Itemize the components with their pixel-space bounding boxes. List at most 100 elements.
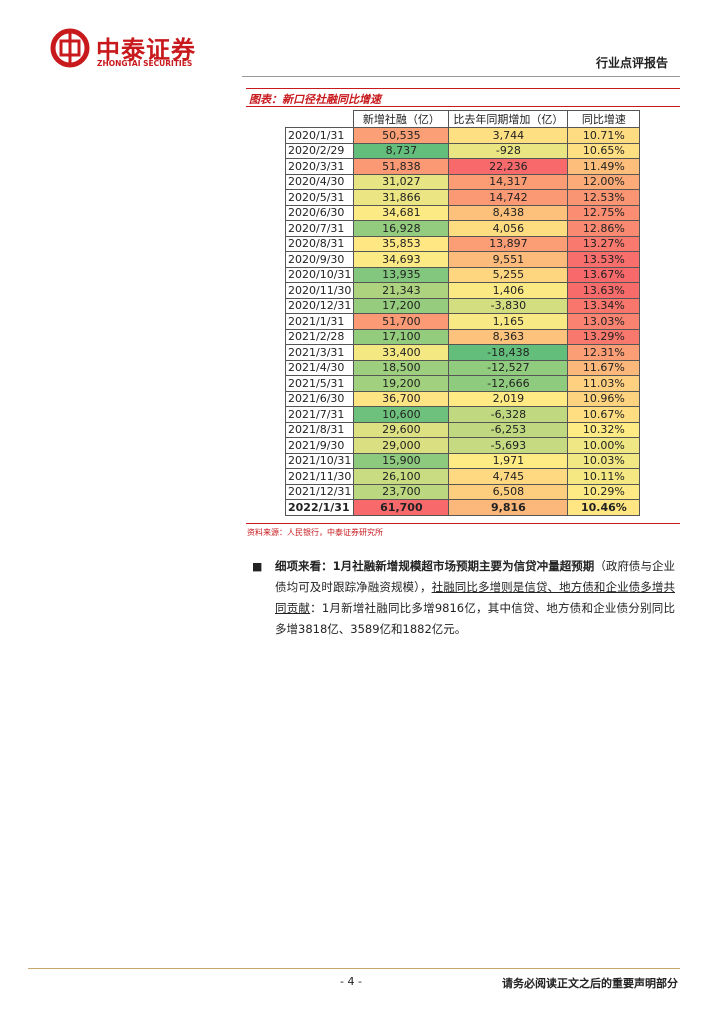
value-cell: 14,317 xyxy=(448,173,569,190)
value-cell: 13.03% xyxy=(567,313,641,330)
header-row: 新增社融（亿） 比去年同期增加（亿） 同比增速 xyxy=(285,110,641,128)
logo-en: ZHONGTAI SECURITIES xyxy=(97,59,193,68)
date-cell: 2021/10/31 xyxy=(284,452,355,469)
source: 资料来源：人民银行，中泰证券研究所 xyxy=(247,528,383,537)
value-cell: 10.00% xyxy=(567,437,641,454)
value-cell: 2,019 xyxy=(448,390,569,407)
value-cell: 11.03% xyxy=(567,375,641,392)
table-row: 2020/8/31 35,853 13,897 13.27% xyxy=(284,235,641,252)
value-cell: 18,500 xyxy=(353,359,450,376)
page-number: - 4 - xyxy=(340,975,362,988)
source-rule xyxy=(246,523,680,524)
value-cell: 11.49% xyxy=(567,158,641,175)
column-header: 同比增速 xyxy=(567,110,641,128)
table-row: 2021/7/31 10,600 -6,328 10.67% xyxy=(284,406,641,423)
bullet: ■ xyxy=(252,560,263,573)
date-cell: 2021/7/31 xyxy=(284,406,355,423)
value-cell: 10.71% xyxy=(567,127,641,144)
logo-cn: 中泰证券 xyxy=(96,36,196,64)
value-cell: 31,027 xyxy=(353,173,450,190)
date-cell: 2020/5/31 xyxy=(284,189,355,206)
value-cell: 17,100 xyxy=(353,328,450,345)
paragraph: 细项来看：1月社融新增规模超市场预期主要为信贷冲量超预期（政府债与企业债均可及时… xyxy=(275,556,675,640)
value-cell: 13,897 xyxy=(448,235,569,252)
date-cell: 2020/12/31 xyxy=(284,297,355,314)
date-cell: 2021/5/31 xyxy=(284,375,355,392)
value-cell: 19,200 xyxy=(353,375,450,392)
date-cell: 2020/3/31 xyxy=(284,158,355,175)
value-cell: 51,838 xyxy=(353,158,450,175)
value-cell: -6,253 xyxy=(448,421,569,438)
paragraph-underlined: 社融同比多增则是信贷、地方债和企业债多增共同贡献 xyxy=(275,580,676,615)
value-cell: 9,551 xyxy=(448,251,569,268)
value-cell: -12,527 xyxy=(448,359,569,376)
table-row: 2020/12/31 17,200 -3,830 13.34% xyxy=(284,297,641,314)
value-cell: 61,700 xyxy=(353,499,450,516)
date-cell: 2021/3/31 xyxy=(284,344,355,361)
value-cell: -3,830 xyxy=(448,297,569,314)
date-cell: 2021/12/31 xyxy=(284,483,355,500)
date-cell: 2021/11/30 xyxy=(284,468,355,485)
table-row: 2021/6/30 36,700 2,019 10.96% xyxy=(284,390,641,407)
date-cell: 2020/11/30 xyxy=(284,282,355,299)
value-cell: 23,700 xyxy=(353,483,450,500)
value-cell: 13.34% xyxy=(567,297,641,314)
value-cell: 15,900 xyxy=(353,452,450,469)
value-cell: 8,363 xyxy=(448,328,569,345)
value-cell: 51,700 xyxy=(353,313,450,330)
value-cell: -12,666 xyxy=(448,375,569,392)
value-cell: 10.03% xyxy=(567,452,641,469)
value-cell: 13,935 xyxy=(353,266,450,283)
value-cell: 3,744 xyxy=(448,127,569,144)
date-cell: 2020/8/31 xyxy=(284,235,355,252)
table-row: 2021/8/31 29,600 -6,253 10.32% xyxy=(284,421,641,438)
table-row: 2020/5/31 31,866 14,742 12.53% xyxy=(284,189,641,206)
value-cell: 4,056 xyxy=(448,220,569,237)
value-cell: 50,535 xyxy=(353,127,450,144)
value-cell: 10.29% xyxy=(567,483,641,500)
value-cell: 10.65% xyxy=(567,142,641,159)
report-type: 行业点评报告 xyxy=(595,56,668,70)
value-cell: 6,508 xyxy=(448,483,569,500)
column-header: 比去年同期增加（亿） xyxy=(448,110,569,128)
title-rule xyxy=(246,106,680,107)
table-row: 2020/10/31 13,935 5,255 13.67% xyxy=(284,266,641,283)
logo-mark xyxy=(50,28,90,68)
table-row: 2020/6/30 34,681 8,438 12.75% xyxy=(284,204,641,221)
value-cell: 10,600 xyxy=(353,406,450,423)
value-cell: 1,165 xyxy=(448,313,569,330)
figure-title: 图表：新口径社融同比增速 xyxy=(249,93,381,106)
value-cell: 26,100 xyxy=(353,468,450,485)
value-cell: 13.67% xyxy=(567,266,641,283)
title-rule xyxy=(246,88,680,89)
paragraph-text: （政府债与企业债均可及时跟踪净融资规模）， xyxy=(275,559,676,594)
value-cell: 1,971 xyxy=(448,452,569,469)
table-row: 2021/2/28 17,100 8,363 13.29% xyxy=(284,328,641,345)
date-cell: 2021/2/28 xyxy=(284,328,355,345)
value-cell: 16,928 xyxy=(353,220,450,237)
date-cell: 2020/10/31 xyxy=(284,266,355,283)
value-cell: 34,681 xyxy=(353,204,450,221)
data-table: 新增社融（亿） 比去年同期增加（亿） 同比增速 2020/1/31 50,535 3,7… xyxy=(284,110,641,516)
table-row: 2021/3/31 33,400 -18,438 12.31% xyxy=(284,344,641,361)
value-cell: 10.46% xyxy=(567,499,641,516)
value-cell: 10.67% xyxy=(567,406,641,423)
value-cell: 5,255 xyxy=(448,266,569,283)
date-cell: 2020/6/30 xyxy=(284,204,355,221)
value-cell: 10.11% xyxy=(567,468,641,485)
value-cell: 10.96% xyxy=(567,390,641,407)
table-row: 2021/12/31 23,700 6,508 10.29% xyxy=(284,483,641,500)
value-cell: 8,737 xyxy=(353,142,450,159)
table-row: 2020/1/31 50,535 3,744 10.71% xyxy=(284,127,641,144)
value-cell: 35,853 xyxy=(353,235,450,252)
value-cell: 14,742 xyxy=(448,189,569,206)
value-cell: 34,693 xyxy=(353,251,450,268)
value-cell: -6,328 xyxy=(448,406,569,423)
value-cell: 13.63% xyxy=(567,282,641,299)
value-cell: 9,816 xyxy=(448,499,569,516)
date-cell: 2020/4/30 xyxy=(284,173,355,190)
table-row: 2021/10/31 15,900 1,971 10.03% xyxy=(284,452,641,469)
table-row: 2021/11/30 26,100 4,745 10.11% xyxy=(284,468,641,485)
value-cell: 29,600 xyxy=(353,421,450,438)
date-cell: 2020/1/31 xyxy=(284,127,355,144)
